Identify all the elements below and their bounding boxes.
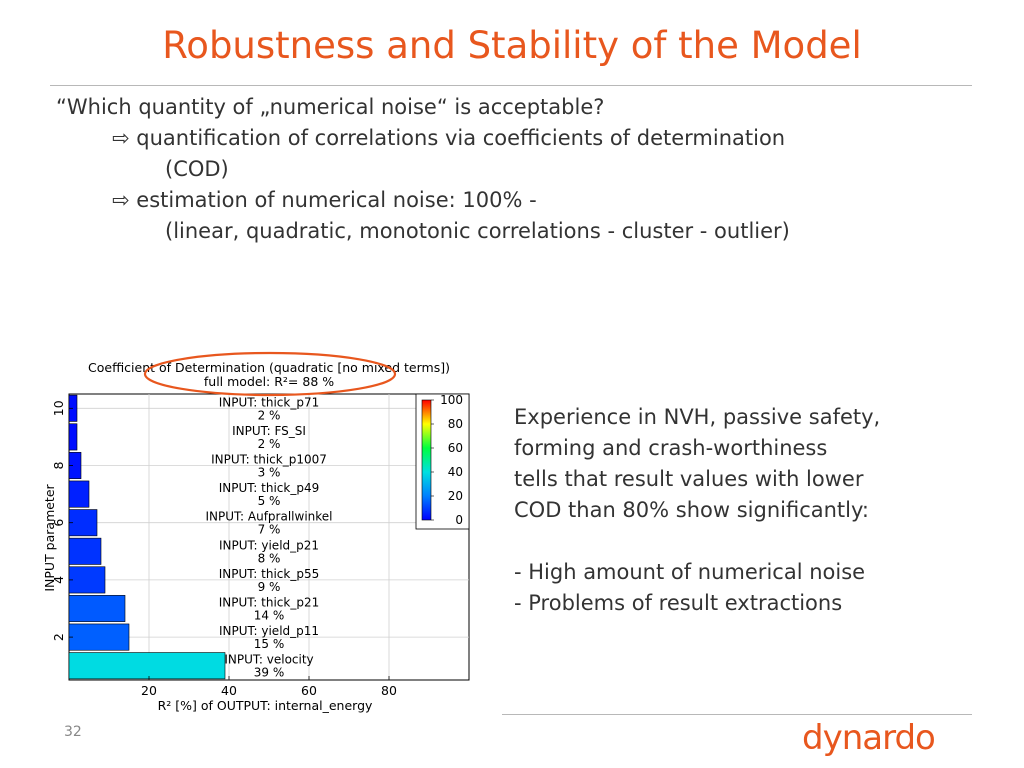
- colorbar-tick-label: 0: [455, 513, 463, 527]
- side-line: COD than 80% show significantly:: [514, 498, 869, 522]
- colorbar-tick-label: 100: [440, 393, 463, 407]
- bar: [68, 423, 78, 451]
- bar-category-label: INPUT: thick_p1007: [211, 453, 327, 467]
- bar-category-label: INPUT: velocity: [224, 653, 313, 667]
- bar-category-label: INPUT: FS_SI: [232, 424, 306, 438]
- side-line: forming and crash-worthiness: [514, 436, 828, 460]
- bar-value-label: 14 %: [254, 609, 285, 623]
- y-tick-label: 2: [51, 633, 66, 641]
- x-tick-label: 60: [301, 683, 317, 698]
- cod-chart: Coefficient of Determination (quadratic …: [38, 351, 502, 716]
- colorbar-tick-label: 60: [448, 441, 463, 455]
- bar: [68, 537, 102, 565]
- y-tick-label: 8: [51, 461, 66, 469]
- bar: [68, 509, 98, 537]
- colorbar-tick-label: 80: [448, 417, 463, 431]
- footer-divider: [502, 714, 972, 715]
- highlight-overlay: [143, 351, 397, 397]
- x-tick-label: 40: [221, 683, 237, 698]
- bullet-estimation-text: estimation of numerical noise: 100% -: [136, 188, 537, 212]
- side-point: - High amount of numerical noise: [514, 560, 866, 584]
- side-line: Experience in NVH, passive safety,: [514, 405, 881, 429]
- highlight-ellipse: [143, 351, 397, 397]
- y-axis-label: INPUT parameter: [42, 483, 57, 591]
- bar-category-label: INPUT: thick_p55: [219, 567, 319, 581]
- colorbar: 100 80 60 40 20 0: [415, 393, 470, 530]
- bar: [68, 595, 126, 622]
- y-tick-label: 4: [51, 576, 66, 584]
- cod-chart-svg: Coefficient of Determination (quadratic …: [38, 352, 502, 716]
- y-tick-label: 10: [51, 400, 66, 416]
- bar-value-label: 2 %: [258, 408, 281, 422]
- bullet-quantification-text: quantification of correlations via coeff…: [136, 126, 786, 150]
- bar-category-label: INPUT: thick_p21: [219, 596, 319, 610]
- bullet-quantification: ⇨ quantification of correlations via coe…: [56, 123, 790, 154]
- page-number: 32: [64, 724, 82, 740]
- bullet-estimation: ⇨ estimation of numerical noise: 100% -: [56, 185, 790, 216]
- x-tick-label: 80: [381, 683, 397, 698]
- bar-category-label: INPUT: yield_p21: [219, 538, 319, 552]
- slide-title: Robustness and Stability of the Model: [162, 24, 862, 67]
- experience-text: Experience in NVH, passive safety, formi…: [514, 402, 880, 619]
- bar-value-label: 5 %: [258, 494, 281, 508]
- bar-value-label: 15 %: [254, 637, 285, 651]
- x-tick-label: 20: [141, 683, 157, 698]
- bar: [68, 623, 130, 651]
- bar-value-label: 39 %: [254, 666, 285, 680]
- svg-text:dynardo: dynardo: [802, 718, 935, 758]
- side-line: tells that result values with lower: [514, 467, 864, 491]
- side-gap: [514, 526, 880, 557]
- bar: [68, 566, 106, 594]
- bar: [68, 652, 226, 680]
- arrow-right-icon: ⇨: [112, 126, 130, 150]
- colorbar-tick-label: 40: [448, 465, 463, 479]
- bullet-quantification-cont: (COD): [165, 157, 229, 181]
- bar-value-label: 7 %: [258, 523, 281, 537]
- bar-category-label: INPUT: thick_p71: [219, 395, 319, 409]
- colorbar-tick-label: 20: [448, 489, 463, 503]
- bar-value-label: 9 %: [258, 580, 281, 594]
- chart-title: Coefficient of Determination (quadratic …: [88, 360, 450, 375]
- title-divider: [50, 85, 972, 86]
- dynardo-logo: dynardo: [800, 716, 975, 764]
- question-line: “Which quantity of „numerical noise“ is …: [56, 95, 605, 119]
- side-point: - Problems of result extractions: [514, 591, 843, 615]
- chart-subtitle: full model: R²= 88 %: [204, 374, 334, 389]
- bullet-estimation-cont: (linear, quadratic, monotonic correlatio…: [165, 219, 790, 243]
- bar-category-label: INPUT: yield_p11: [219, 624, 319, 638]
- y-tick-label: 6: [51, 519, 66, 527]
- bar-value-label: 3 %: [258, 466, 281, 480]
- bar-value-label: 2 %: [258, 437, 281, 451]
- bar-category-label: INPUT: Aufprallwinkel: [205, 510, 332, 524]
- bullet-list: “Which quantity of „numerical noise“ is …: [56, 92, 790, 247]
- dynardo-logo-icon: dynardo: [802, 718, 936, 758]
- bar-category-label: INPUT: thick_p49: [219, 481, 319, 495]
- bar-value-label: 8 %: [258, 551, 281, 565]
- colorbar-gradient: [421, 399, 432, 521]
- x-axis-label: R² [%] of OUTPUT: internal_energy: [158, 698, 373, 713]
- arrow-right-icon: ⇨: [112, 188, 130, 212]
- bar: [68, 480, 90, 508]
